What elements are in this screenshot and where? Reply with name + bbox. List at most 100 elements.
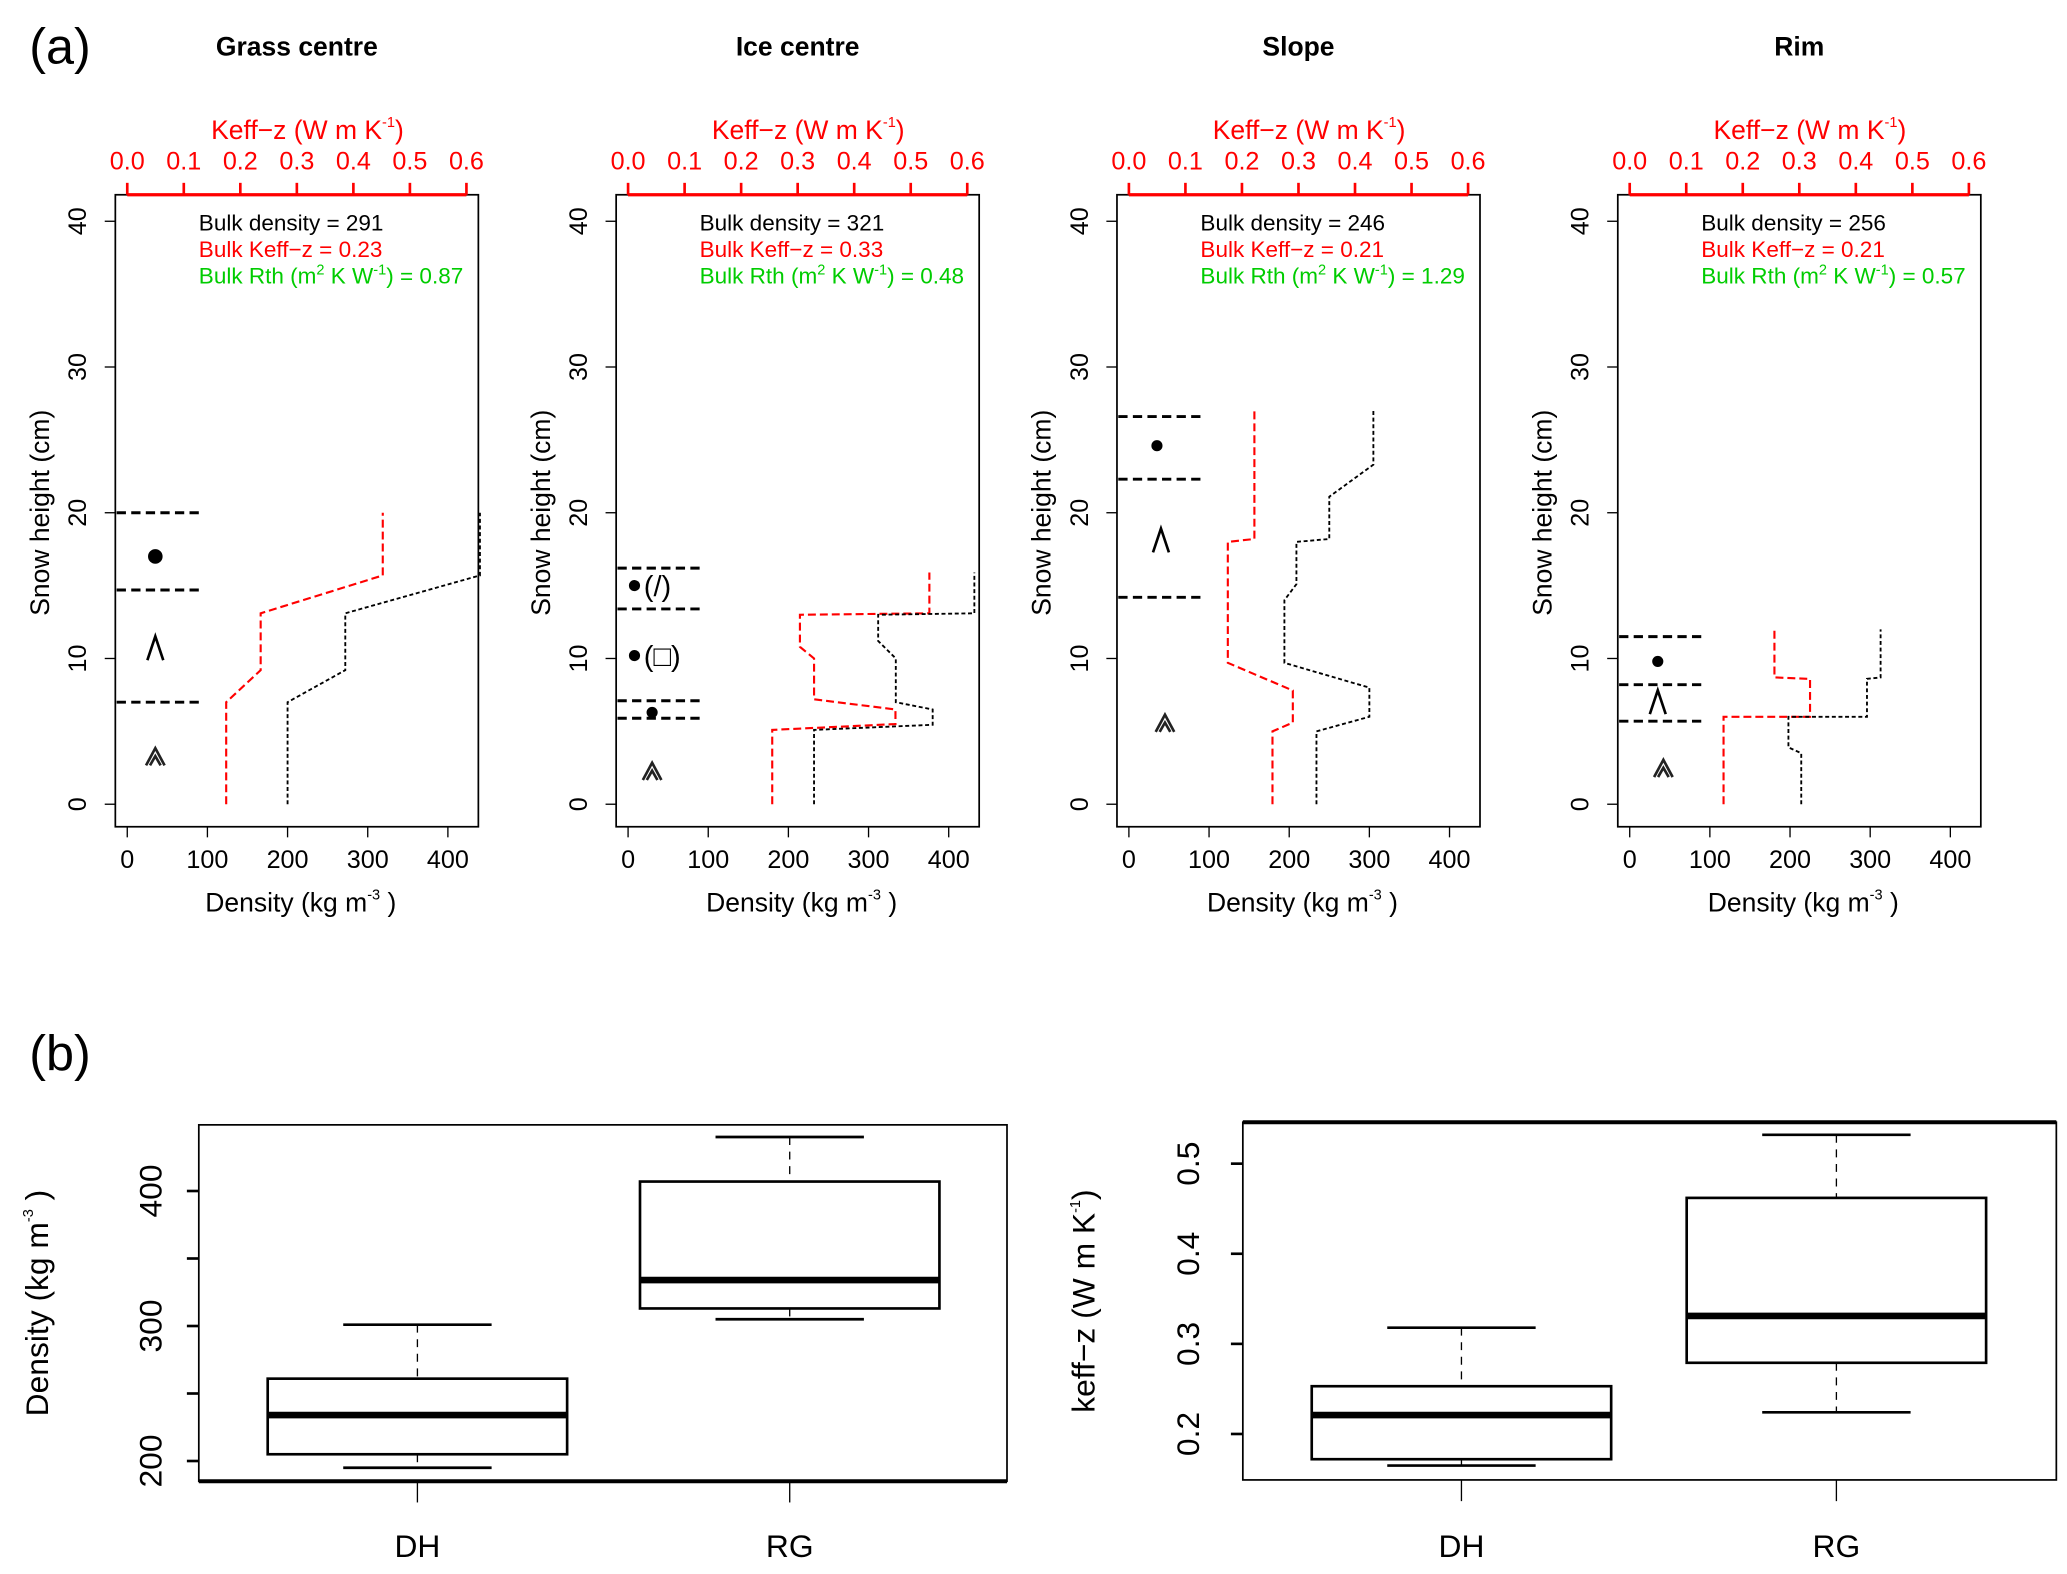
grain-type-dot-icon <box>628 580 641 592</box>
x-axis-label: Density (kg m-3 ) <box>706 888 897 918</box>
category-label: DH <box>1438 1528 1484 1564</box>
text-part: Bulk Rth (m <box>700 264 818 289</box>
text-part: ) <box>380 888 396 918</box>
keff-tick-label: 0.3 <box>780 148 815 176</box>
grain-type-double-caret-icon <box>1652 757 1674 778</box>
keff-axis-title: Keff−z (W m K-1) <box>211 115 404 145</box>
y-tick-label: 40 <box>64 207 92 235</box>
y-tick-label: 200 <box>133 1434 169 1487</box>
x-tick-label: 100 <box>687 846 729 874</box>
y-tick-label: 0 <box>565 797 593 811</box>
text-part: Bulk Rth (m <box>1200 264 1318 289</box>
grain-type-label: (/) <box>644 571 672 603</box>
y-axis-label: Snow height (cm) <box>1528 410 1558 616</box>
x-tick-label: 400 <box>427 846 469 874</box>
text-part: Bulk density = <box>700 211 847 236</box>
keff-axis-title: Keff−z (W m K-1) <box>1213 115 1406 145</box>
keff-tick-label: 0.6 <box>449 148 484 176</box>
bulk-density-text: Bulk density = 291 <box>199 211 384 236</box>
keff-tick-label: 0.2 <box>223 148 258 176</box>
keff-tick-label: 0.4 <box>1338 148 1373 176</box>
x-tick-label: 0 <box>120 846 134 874</box>
text-part: keff−z (W m K <box>1065 1213 1101 1413</box>
bulk-rth-value: 0.57 <box>1922 264 1966 289</box>
text-part: Keff−z (W m K <box>1714 115 1885 145</box>
keff-tick-label: 0.5 <box>392 148 427 176</box>
bulk-keff-value: 0.33 <box>839 237 883 262</box>
y-axis-label: Snow height (cm) <box>1027 410 1057 616</box>
text-part: Keff−z (W m K <box>1213 115 1384 145</box>
text-part: -3 <box>1369 888 1382 904</box>
x-tick-label: 300 <box>347 846 389 874</box>
text-part: -3 <box>868 888 881 904</box>
text-part: ) <box>1397 115 1406 145</box>
x-tick-label: 200 <box>1268 846 1310 874</box>
y-tick-label: 0 <box>1567 797 1595 811</box>
keff-tick-label: 0.0 <box>1612 148 1647 176</box>
bulk-density-text: Bulk density = 246 <box>1200 211 1385 236</box>
bulk-density-text: Bulk density = 256 <box>1701 211 1886 236</box>
text-part: -1 <box>874 262 887 278</box>
keff-profile-line <box>1226 410 1294 805</box>
text-part: Bulk Keff−z = <box>1200 237 1340 262</box>
text-part: Keff−z (W m K <box>712 115 883 145</box>
category-label: DH <box>394 1528 440 1564</box>
y-axis-label: Snow height (cm) <box>25 410 55 616</box>
grain-type-dot-icon <box>148 549 163 564</box>
bulk-rth-value: 0.87 <box>419 264 463 289</box>
panel-title: Ice centre <box>736 32 860 62</box>
y-tick-label: 20 <box>565 499 593 527</box>
keff-tick-label: 0.0 <box>611 148 646 176</box>
text-part: Bulk density = <box>199 211 346 236</box>
x-tick-label: 100 <box>1188 846 1230 874</box>
density-profile-line <box>1283 410 1375 805</box>
x-tick-label: 100 <box>186 846 228 874</box>
plot-frame <box>1616 193 1982 828</box>
text-part: 2 <box>817 262 825 278</box>
text-part: -3 <box>21 1209 37 1222</box>
panel-title: Slope <box>1262 32 1334 62</box>
iqr-box <box>638 1180 941 1310</box>
text-part: -1 <box>1876 262 1889 278</box>
keff-tick-label: 0.5 <box>1895 148 1930 176</box>
category-label: RG <box>1813 1528 1861 1564</box>
keff-tick-label: 0.0 <box>110 148 145 176</box>
y-tick-label: 30 <box>1066 353 1094 381</box>
keff-tick-label: 0.2 <box>1224 148 1259 176</box>
density-profile-line <box>813 572 976 805</box>
text-part: ) <box>881 888 897 918</box>
keff-tick-label: 0.2 <box>724 148 759 176</box>
text-part: ) <box>896 115 905 145</box>
bulk-rth-text: Bulk Rth (m2 K W-1) = 1.29 <box>1200 262 1464 288</box>
panel-label-b: (b) <box>29 1025 91 1082</box>
text-part: -1 <box>382 115 395 131</box>
text-part: K W <box>325 264 375 289</box>
y-tick-label: 400 <box>133 1164 169 1217</box>
y-tick-label: 0.4 <box>1170 1232 1206 1276</box>
bulk-density-value: 246 <box>1348 211 1386 236</box>
text-part: ) = <box>887 264 920 289</box>
text-part: -1 <box>1068 1200 1084 1213</box>
keff-tick-label: 0.4 <box>336 148 371 176</box>
keff-tick-label: 0.5 <box>893 148 928 176</box>
boxplot-panel-keff: 0.2 0.3 0.4 0.5 keff−z (W m K-1) DH RG <box>1065 1120 2058 1564</box>
x-tick-label: 400 <box>1429 846 1471 874</box>
keff-profile-line <box>771 572 931 805</box>
y-tick-label: 0.2 <box>1170 1412 1206 1456</box>
grain-type-double-caret-icon <box>144 745 166 767</box>
y-tick-label: 20 <box>1066 499 1094 527</box>
keff-tick-label: 0.0 <box>1111 148 1146 176</box>
text-part: ) = <box>1388 264 1421 289</box>
bulk-rth-text: Bulk Rth (m2 K W-1) = 0.87 <box>199 262 463 288</box>
plot-frame <box>1116 193 1481 828</box>
text-part: Bulk Keff−z = <box>199 237 339 262</box>
category-label: RG <box>766 1528 814 1564</box>
x-tick-label: 100 <box>1689 846 1731 874</box>
keff-tick-label: 0.3 <box>1281 148 1316 176</box>
bulk-keff-value: 0.21 <box>1340 237 1384 262</box>
y-axis-label: Density (kg m-3 ) <box>19 1190 55 1417</box>
y-tick-label: 30 <box>64 353 92 381</box>
grain-type-caret-icon <box>146 632 165 661</box>
x-axis-label: Density (kg m-3 ) <box>1708 888 1899 918</box>
